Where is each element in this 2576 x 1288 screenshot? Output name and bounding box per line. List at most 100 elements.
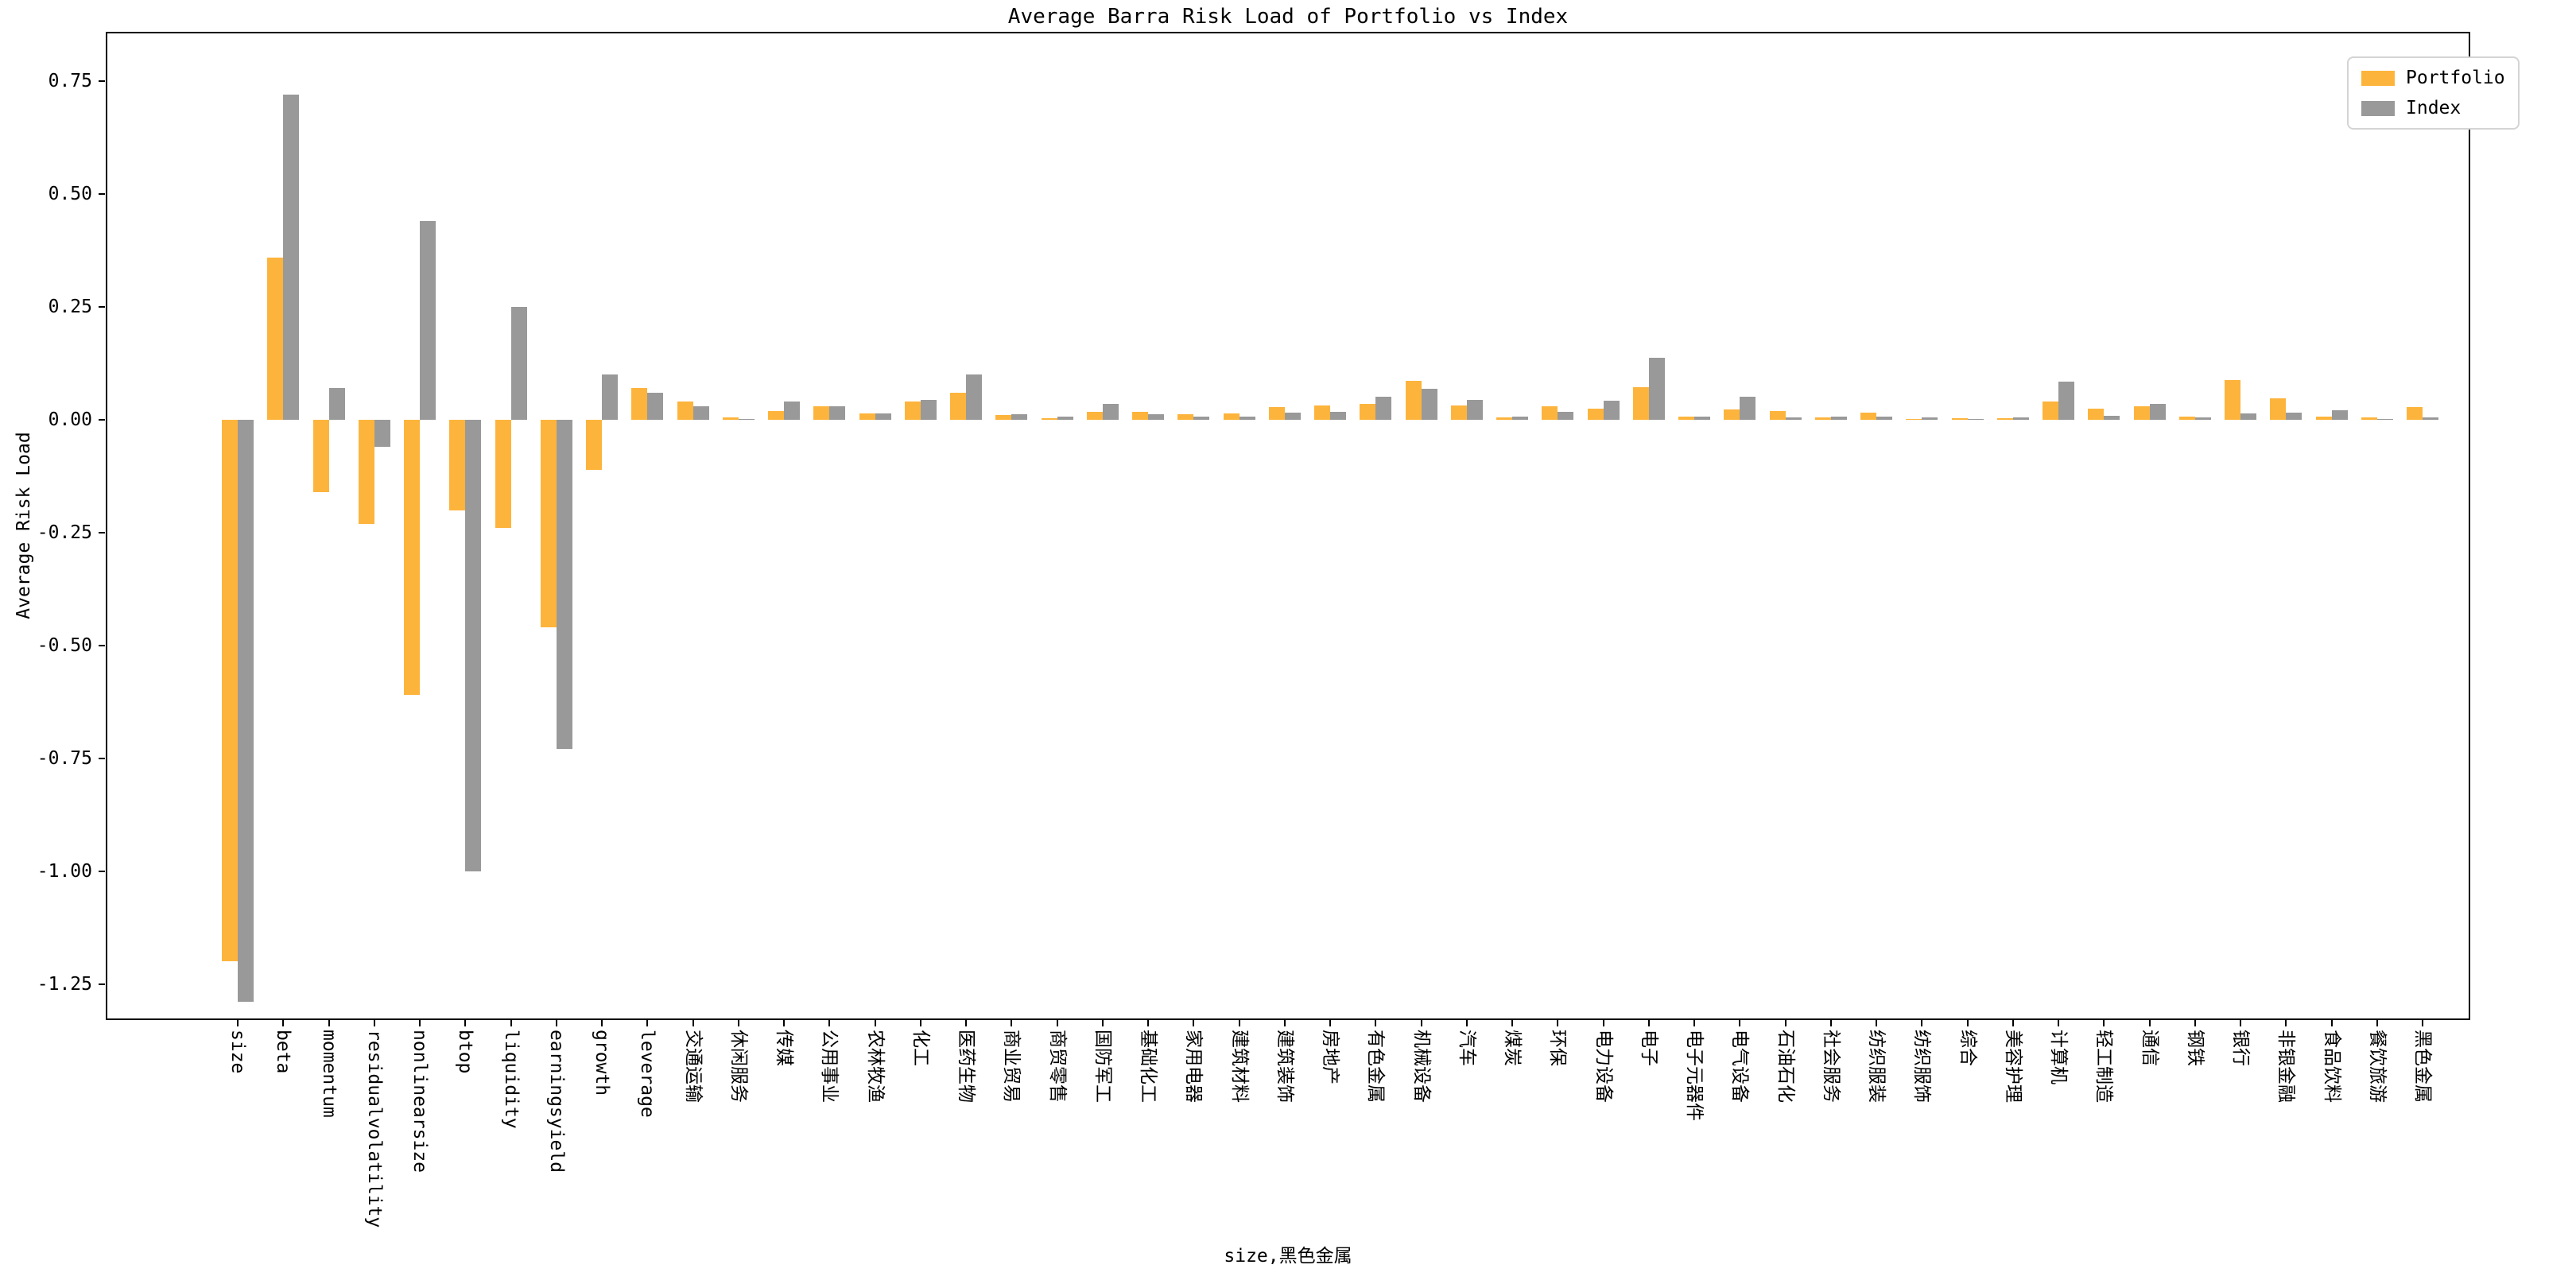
x-tick-mark <box>874 1020 876 1026</box>
x-tick-label: 美容护理 <box>2002 1030 2023 1103</box>
x-tick-label: 电子 <box>1638 1030 1659 1066</box>
y-tick-mark <box>99 870 105 872</box>
x-tick-mark <box>237 1020 239 1026</box>
portfolio-bar-纺织服装 <box>1860 413 1876 421</box>
index-bar-nonlinearsize <box>420 221 436 421</box>
x-tick-label: 非银金融 <box>2275 1030 2297 1103</box>
index-bar-食品饮料 <box>2331 410 2348 421</box>
x-tick-mark <box>828 1020 831 1026</box>
y-tick-mark <box>99 757 105 759</box>
x-tick-label: 国防军工 <box>1092 1030 1113 1103</box>
index-bar-公用事业 <box>829 406 846 421</box>
index-bar-建筑装饰 <box>1284 413 1301 421</box>
x-tick-mark <box>419 1020 421 1026</box>
x-tick-label: 交通运输 <box>682 1030 704 1103</box>
x-tick-label: 纺织服装 <box>1866 1030 1887 1103</box>
x-tick-label: 农林牧渔 <box>864 1030 886 1103</box>
x-tick-mark <box>737 1020 739 1026</box>
x-tick-label: 商业贸易 <box>1001 1030 1022 1103</box>
x-tick-label: 电力设备 <box>1593 1030 1614 1103</box>
index-bar-residualvolatility <box>374 420 390 448</box>
index-bar-传媒 <box>784 402 800 421</box>
portfolio-bar-环保 <box>1542 405 1558 421</box>
x-tick-mark <box>328 1020 330 1026</box>
portfolio-bar-石油石化 <box>1769 410 1786 421</box>
portfolio-bar-有色金属 <box>1360 404 1376 421</box>
legend-label-portfolio: Portfolio <box>2406 68 2505 88</box>
index-bar-机械设备 <box>1421 388 1437 421</box>
x-tick-mark <box>1557 1020 1559 1026</box>
legend: Portfolio Index <box>2347 56 2520 130</box>
x-tick-mark <box>1966 1020 1969 1026</box>
index-bar-leverage <box>647 393 664 421</box>
portfolio-bar-电力设备 <box>1587 409 1604 421</box>
index-bar-社会服务 <box>1830 417 1847 421</box>
portfolio-bar-earningsyield <box>540 420 557 628</box>
x-tick-mark <box>646 1020 649 1026</box>
y-tick-label: -0.75 <box>37 747 92 769</box>
x-tick-label: size <box>227 1030 248 1074</box>
x-tick-label: 纺织服饰 <box>1911 1030 1933 1103</box>
portfolio-bar-liquidity <box>495 420 511 529</box>
x-tick-label: 银行 <box>2230 1030 2251 1066</box>
x-tick-label: 有色金属 <box>1365 1030 1387 1103</box>
x-tick-mark <box>282 1020 285 1026</box>
x-tick-mark <box>1420 1020 1422 1026</box>
portfolio-bar-非银金融 <box>2270 398 2287 421</box>
x-tick-label: 钢铁 <box>2184 1030 2206 1066</box>
index-bar-beta <box>283 95 300 421</box>
index-bar-银行 <box>2240 413 2256 421</box>
portfolio-swatch-icon <box>2361 70 2395 86</box>
x-tick-mark <box>1829 1020 1832 1026</box>
x-tick-label: 计算机 <box>2048 1030 2069 1084</box>
x-tick-label: 休闲服务 <box>727 1030 749 1103</box>
index-bar-商业贸易 <box>1011 413 1028 421</box>
y-tick-label: -0.50 <box>37 634 92 656</box>
index-bar-钢铁 <box>2194 417 2211 421</box>
portfolio-bar-公用事业 <box>813 406 830 421</box>
x-tick-mark <box>2330 1020 2333 1026</box>
index-bar-汽车 <box>1466 400 1483 421</box>
x-tick-mark <box>1011 1020 1013 1026</box>
y-tick-mark <box>99 306 105 308</box>
y-tick-label: 0.75 <box>48 71 92 92</box>
x-tick-mark <box>965 1020 967 1026</box>
x-tick-label: 社会服务 <box>1820 1030 1841 1103</box>
x-tick-label: 房地产 <box>1320 1030 1340 1084</box>
x-tick-label: 煤炭 <box>1502 1030 1523 1066</box>
x-tick-mark <box>1647 1020 1650 1026</box>
portfolio-bar-农林牧渔 <box>859 413 875 421</box>
x-tick-mark <box>1238 1020 1240 1026</box>
portfolio-bar-电子 <box>1632 386 1649 421</box>
x-tick-label: 电子元器件 <box>1684 1030 1705 1121</box>
x-tick-mark <box>919 1020 921 1026</box>
portfolio-bar-国防军工 <box>1086 412 1103 421</box>
portfolio-bar-汽车 <box>1450 405 1467 421</box>
index-bar-农林牧渔 <box>875 413 891 421</box>
x-tick-mark <box>692 1020 694 1026</box>
y-tick-label: 0.25 <box>48 297 92 318</box>
portfolio-bar-钢铁 <box>2178 417 2195 421</box>
x-tick-mark <box>1465 1020 1468 1026</box>
portfolio-bar-餐饮旅游 <box>2361 417 2377 421</box>
portfolio-bar-纺织服饰 <box>1906 418 1922 421</box>
y-tick-mark <box>99 983 105 985</box>
x-tick-label: 传媒 <box>774 1030 794 1066</box>
index-bar-建筑材料 <box>1239 417 1255 421</box>
x-tick-mark <box>1329 1020 1331 1026</box>
x-tick-mark <box>1147 1020 1149 1026</box>
figure-title: Average Barra Risk Load of Portfolio vs … <box>1007 5 1569 29</box>
portfolio-bar-房地产 <box>1314 405 1330 421</box>
index-bar-liquidity <box>510 307 527 421</box>
x-tick-label: momentum <box>318 1030 339 1118</box>
index-bar-煤炭 <box>1512 416 1528 421</box>
x-tick-label: 机械设备 <box>1410 1030 1432 1103</box>
y-tick-label: 0.00 <box>48 409 92 431</box>
index-bar-有色金属 <box>1375 396 1392 421</box>
index-bar-通信 <box>2149 404 2166 421</box>
x-tick-label: btop <box>455 1030 476 1074</box>
x-tick-label: beta <box>273 1030 294 1074</box>
portfolio-bar-growth <box>586 420 602 470</box>
x-tick-mark <box>373 1020 375 1026</box>
x-tick-label: 公用事业 <box>819 1030 840 1103</box>
